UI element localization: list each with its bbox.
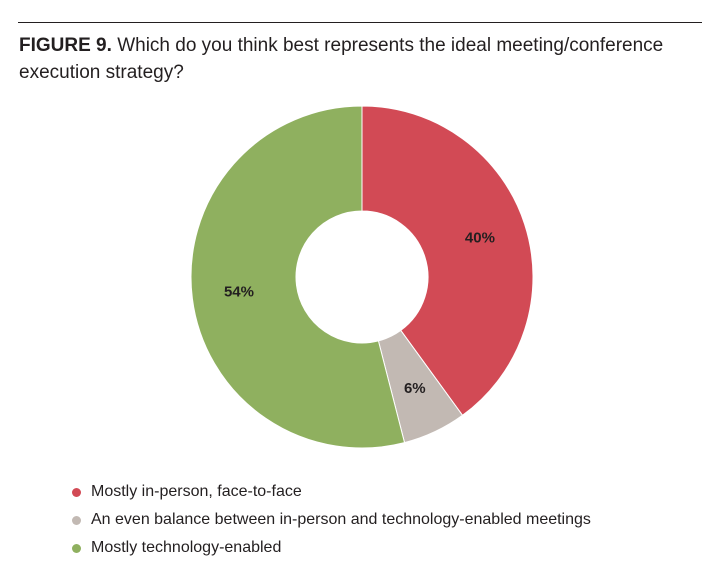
legend-item-balance: An even balance between in-person and te… <box>72 506 692 534</box>
top-rule <box>18 22 702 23</box>
legend-item-technology: Mostly technology-enabled <box>72 534 692 562</box>
slice-label-technology: 54% <box>224 284 254 301</box>
slice-technology <box>190 105 406 449</box>
legend-label-balance: An even balance between in-person and te… <box>91 511 591 528</box>
legend-swatch-technology <box>72 543 81 553</box>
figure-question: Which do you think best represents the i… <box>19 35 664 83</box>
slice-in-person <box>361 105 534 417</box>
slice-label-balance: 6% <box>404 380 426 397</box>
slice-labels: 40% 6% 54% <box>224 230 495 398</box>
figure-title: FIGURE 9. Which do you think best repres… <box>19 32 699 86</box>
figure-label: FIGURE 9. <box>19 35 112 56</box>
legend-swatch-balance <box>72 515 81 525</box>
legend: Mostly in-person, face-to-face An even b… <box>72 478 692 562</box>
donut-slices <box>190 105 534 449</box>
legend-label-technology: Mostly technology-enabled <box>91 539 282 556</box>
legend-item-in-person: Mostly in-person, face-to-face <box>72 478 692 506</box>
legend-label-in-person: Mostly in-person, face-to-face <box>91 483 302 500</box>
legend-swatch-in-person <box>72 487 81 497</box>
slice-label-in-person: 40% <box>465 230 495 247</box>
